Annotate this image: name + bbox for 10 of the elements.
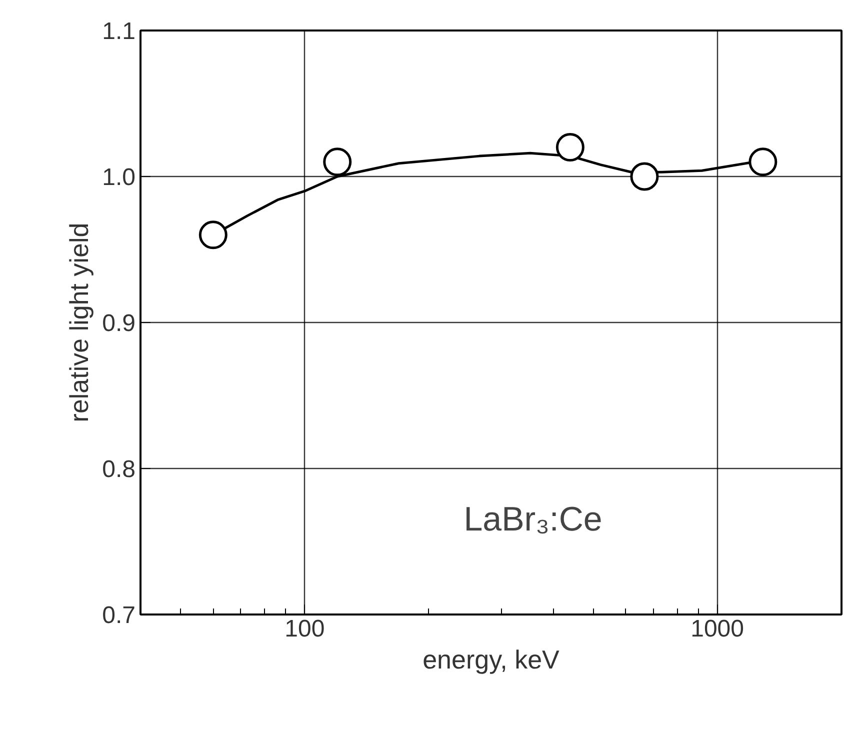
y-tick-label: 0.7 [102,602,136,629]
y-axis-title: relative light yield [64,222,94,422]
x-tick-label: 1000 [690,616,744,642]
y-tick-label: 0.9 [102,310,136,337]
x-axis-title: energy, keV [422,644,560,674]
y-tick-label: 1.1 [102,18,136,45]
y-tick-label: 1.0 [102,164,136,191]
annotation: LaBr₃:Ce [464,500,602,539]
y-tick-label: 0.8 [102,456,136,483]
x-tick-label: 100 [284,616,325,642]
